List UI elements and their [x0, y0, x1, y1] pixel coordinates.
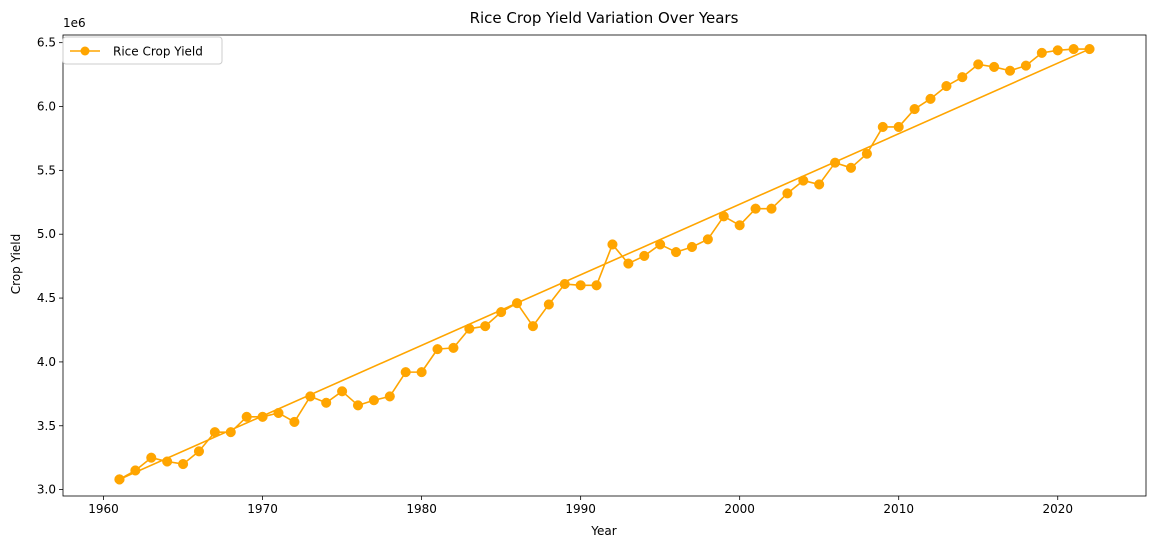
- data-point: [782, 188, 793, 199]
- series-layer: [114, 43, 1095, 485]
- data-point: [559, 278, 570, 290]
- data-point: [384, 391, 395, 402]
- data-point: [178, 459, 189, 470]
- data-point: [289, 416, 300, 427]
- data-point: [496, 307, 507, 318]
- data-point: [830, 157, 841, 168]
- x-tick-label: 1990: [565, 502, 596, 516]
- axis-ticks: 1960 1970 1980 1990 2000 2010 2020 3.0 3.5 4.0 4.5…: [37, 36, 1073, 516]
- x-tick-label: 1960: [88, 502, 119, 516]
- y-tick-label: 6.0: [37, 100, 56, 114]
- data-point: [814, 179, 825, 190]
- data-point: [130, 465, 141, 476]
- data-point: [718, 211, 729, 222]
- legend-frame: [62, 36, 223, 65]
- data-point: [416, 367, 427, 378]
- data-point: [591, 280, 602, 291]
- y-tick-label: 4.5: [37, 291, 56, 305]
- data-point: [464, 323, 475, 334]
- data-point: [209, 427, 220, 438]
- data-point: [1084, 43, 1095, 55]
- data-point: [877, 121, 888, 132]
- data-point: [162, 456, 173, 467]
- data-point: [941, 81, 952, 92]
- legend-label: Rice Crop Yield: [113, 45, 203, 59]
- y-tick-label: 6.5: [37, 36, 56, 50]
- data-point: [273, 407, 284, 419]
- data-point: [671, 247, 682, 258]
- data-point: [639, 250, 650, 261]
- data-point: [400, 367, 411, 378]
- data-point: [1020, 60, 1031, 71]
- data-point: [655, 239, 666, 250]
- data-point: [225, 427, 236, 438]
- data-point: [1068, 43, 1079, 55]
- data-point: [909, 104, 920, 115]
- data-point: [973, 59, 984, 70]
- y-tick-label: 4.0: [37, 355, 56, 369]
- data-point: [686, 241, 698, 253]
- data-point: [1052, 45, 1063, 56]
- data-point: [575, 280, 586, 291]
- y-tick-label: 3.0: [37, 483, 56, 497]
- x-axis-label: Year: [590, 524, 616, 538]
- data-point: [448, 342, 459, 353]
- data-point: [957, 72, 968, 83]
- data-point: [352, 400, 364, 411]
- data-point: [321, 397, 332, 408]
- data-point: [734, 220, 745, 231]
- data-point: [114, 474, 125, 485]
- data-point: [337, 386, 348, 397]
- y-tick-label: 5.0: [37, 227, 56, 241]
- data-point: [750, 203, 761, 214]
- data-point: [798, 175, 809, 186]
- data-point: [702, 234, 713, 245]
- data-point: [511, 298, 523, 309]
- data-point: [623, 258, 634, 269]
- legend: Rice Crop Yield: [62, 36, 223, 65]
- data-point: [1004, 65, 1016, 76]
- data-point: [257, 411, 268, 422]
- y-axis-label: Crop Yield: [9, 234, 23, 294]
- data-point: [480, 321, 491, 332]
- axes-frame: [62, 34, 1147, 497]
- data-point: [146, 452, 157, 463]
- data-point: [432, 344, 443, 355]
- x-tick-label: 1980: [406, 502, 437, 516]
- data-point: [861, 148, 872, 159]
- x-tick-label: 1970: [247, 502, 278, 516]
- data-point: [893, 121, 904, 132]
- data-point: [925, 93, 936, 104]
- data-point: [1036, 47, 1047, 58]
- chart-title: Rice Crop Yield Variation Over Years: [470, 9, 739, 27]
- data-point: [989, 61, 1000, 72]
- data-point: [527, 321, 538, 332]
- y-axis-offset-label: 1e6: [63, 16, 86, 30]
- legend-marker-swatch: [80, 46, 90, 56]
- data-point: [305, 391, 316, 402]
- data-point: [543, 299, 554, 310]
- y-tick-label: 5.5: [37, 163, 56, 177]
- plot-area: [62, 34, 1147, 497]
- data-point: [193, 446, 205, 457]
- data-point: [368, 395, 379, 406]
- data-point: [241, 411, 252, 422]
- x-tick-label: 2000: [724, 502, 755, 516]
- y-tick-label: 3.5: [37, 419, 56, 433]
- data-point: [766, 203, 777, 214]
- x-tick-label: 2020: [1042, 502, 1073, 516]
- x-tick-label: 2010: [883, 502, 914, 516]
- data-point: [607, 239, 618, 250]
- data-point: [845, 162, 857, 173]
